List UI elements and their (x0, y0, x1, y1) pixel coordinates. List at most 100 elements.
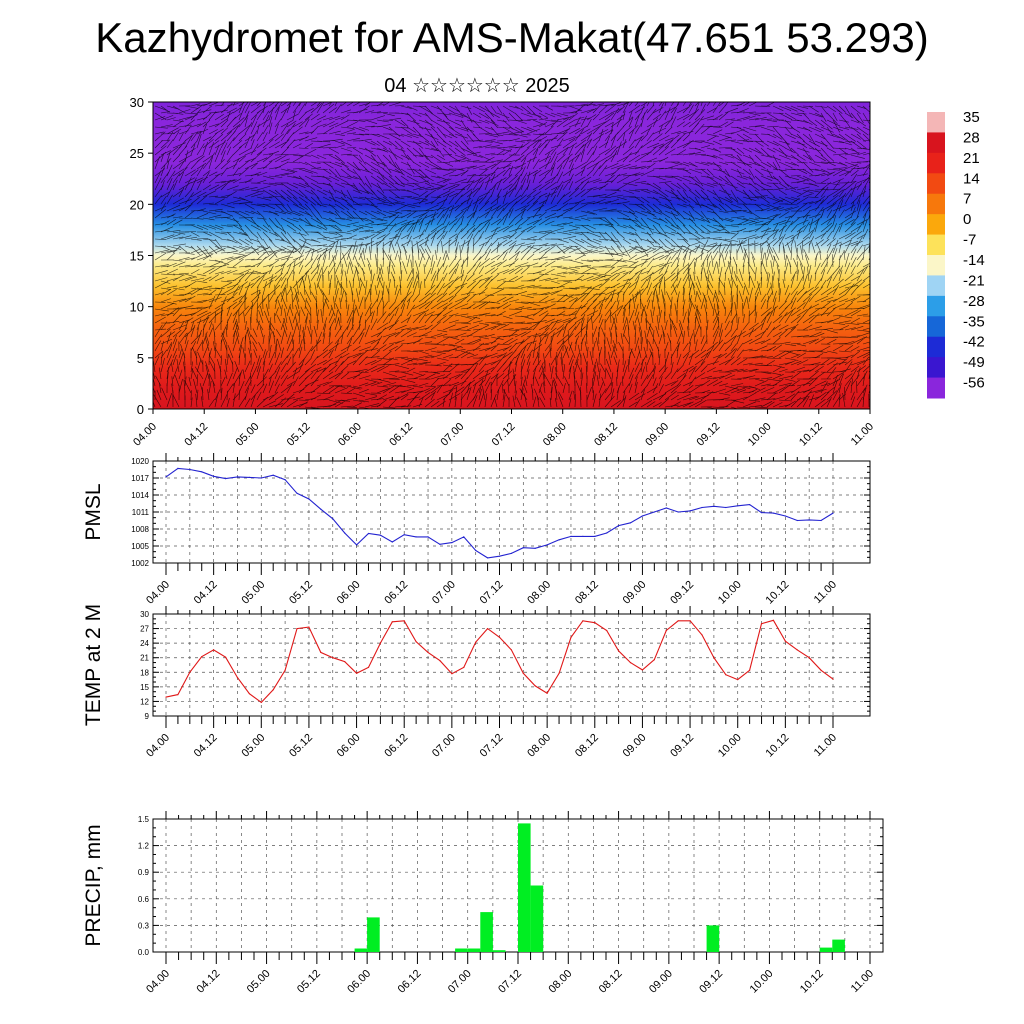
wind-barb (790, 196, 800, 201)
wind-barb (826, 112, 838, 125)
wind-barb (736, 217, 749, 221)
wind-barb (328, 147, 340, 154)
wind-barb (766, 203, 780, 210)
wind-barb (370, 140, 380, 146)
wind-barb (424, 175, 434, 182)
wind-barb (298, 102, 302, 107)
wind-barb (220, 139, 226, 149)
wind-barb (490, 205, 502, 212)
wind-barb (178, 157, 187, 170)
wind-barb (340, 126, 354, 129)
wind-barb (496, 169, 506, 177)
wind-barb (466, 174, 475, 184)
wind-barb (424, 218, 436, 226)
wind-barb (670, 116, 677, 128)
wind-barb (430, 175, 441, 179)
wind-barb (538, 118, 548, 121)
wind-barb (574, 161, 588, 170)
wind-barb (718, 111, 729, 121)
wind-barb (274, 123, 279, 135)
wind-barb (394, 196, 405, 200)
wind-barb (610, 238, 621, 249)
wind-barb (748, 154, 756, 164)
wind-barb (772, 161, 779, 171)
wind-barb (700, 210, 710, 223)
wind-barb (238, 167, 249, 177)
wind-barb (802, 201, 814, 205)
wind-barb (796, 105, 809, 109)
wind-barb (262, 110, 270, 121)
wind-barb (724, 189, 732, 200)
wind-barb (418, 140, 430, 146)
wind-barb (784, 105, 798, 112)
wind-barb (250, 224, 261, 231)
wind-barb (832, 204, 840, 219)
wind-barb (658, 231, 671, 239)
wind-barb (190, 169, 199, 177)
wind-barb (664, 217, 675, 227)
wind-barb (448, 182, 461, 186)
wind-barb (160, 105, 170, 113)
wind-barb (424, 161, 439, 169)
wind-barb (844, 161, 859, 167)
wind-barb (610, 231, 617, 240)
wind-barb (712, 161, 723, 170)
wind-barb (268, 196, 284, 198)
wind-barb (676, 203, 687, 208)
wind-barb (760, 228, 772, 233)
wind-barb (556, 128, 570, 135)
wind-barb (592, 133, 605, 142)
wind-barb (838, 188, 846, 198)
wind-barb (526, 128, 541, 135)
wind-barb (802, 175, 816, 183)
wind-barb (364, 210, 377, 218)
wind-barb (706, 102, 711, 107)
wind-barb (454, 222, 462, 233)
wind-barb (562, 127, 571, 135)
wind-barb (232, 238, 243, 245)
wind-barb (304, 118, 310, 128)
wind-barb (472, 139, 483, 142)
wind-barb (550, 227, 565, 233)
wind-barb (298, 182, 310, 188)
wind-barb (256, 141, 266, 149)
wind-barb (604, 174, 615, 184)
wind-barb (652, 167, 664, 170)
wind-barb (556, 131, 568, 142)
wind-barb (814, 172, 826, 177)
wind-barb (304, 102, 308, 107)
wind-barb (652, 117, 658, 128)
wind-barb (796, 196, 809, 205)
wind-barb (334, 103, 342, 114)
wind-barb (838, 232, 853, 240)
wind-barb (358, 133, 370, 136)
wind-barb (250, 171, 262, 177)
wind-barb (448, 112, 464, 118)
wind-barb (712, 168, 726, 173)
wind-barb (658, 238, 667, 248)
wind-barb (706, 161, 722, 167)
wind-barb (616, 156, 629, 163)
wind-barb (316, 175, 331, 179)
wind-barb (454, 133, 468, 139)
wind-barb (520, 139, 532, 142)
wind-barb (220, 179, 231, 191)
wind-barb (628, 124, 639, 135)
wind-barb (766, 147, 776, 153)
wind-barb (598, 238, 608, 241)
wind-barb (616, 201, 630, 205)
wind-barb (214, 183, 227, 191)
wind-barb (484, 195, 492, 205)
wind-barb (724, 210, 738, 213)
wind-barb (418, 175, 431, 184)
wind-barb (802, 140, 815, 150)
wind-barb (442, 207, 450, 219)
wind-barb (226, 191, 237, 198)
wind-barb (730, 168, 745, 175)
wind-barb (592, 113, 600, 121)
wind-barb (232, 178, 242, 184)
wind-barb (796, 147, 810, 153)
wind-barb (460, 169, 469, 177)
wind-barb (652, 175, 666, 181)
wind-barb (712, 229, 725, 233)
